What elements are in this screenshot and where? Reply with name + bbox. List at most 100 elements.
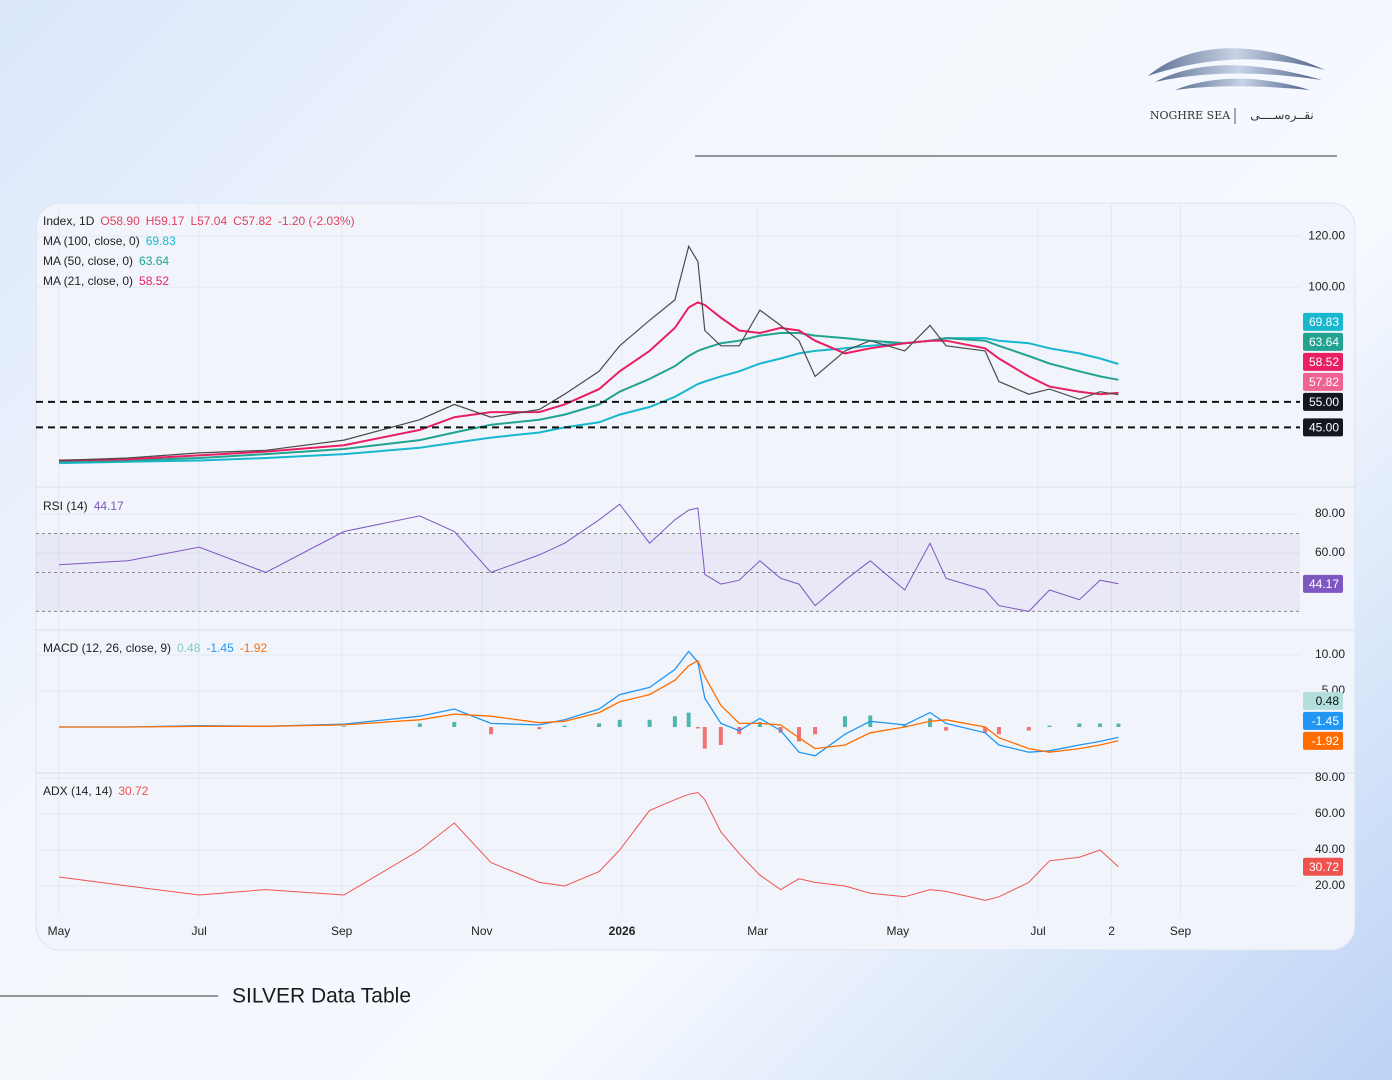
brand-name-fa: نقــره‌ســــی	[1250, 108, 1313, 122]
x-tick-label: 2	[1108, 924, 1115, 938]
value-marker-label: -1.92	[1312, 734, 1340, 748]
histogram-bar	[537, 727, 542, 730]
y-tick-label: 60.00	[1315, 545, 1345, 559]
legend-text: L57.04	[190, 214, 227, 228]
histogram-bar	[757, 721, 762, 728]
histogram-bar	[1098, 723, 1103, 728]
legend: MA (50, close, 0) 63.64	[43, 254, 169, 268]
value-marker-label: 57.82	[1309, 375, 1339, 389]
histogram-bar	[562, 725, 567, 728]
x-tick-label: Nov	[471, 924, 492, 938]
y-tick-label: 120.00	[1308, 228, 1345, 242]
value-marker-label: 69.83	[1309, 315, 1339, 329]
y-tick-label: 10.00	[1315, 647, 1345, 661]
chart-card	[35, 202, 1356, 951]
legend-text: ADX (14, 14)	[43, 784, 112, 798]
histogram-bar	[417, 723, 422, 728]
x-tick-label: Sep	[331, 924, 353, 938]
value-marker-label: 55.00	[1309, 395, 1339, 409]
y-tick-label: 80.00	[1315, 506, 1345, 520]
histogram-bar	[597, 723, 602, 728]
value-marker-label: -1.45	[1312, 714, 1340, 728]
line	[58, 503, 1119, 612]
x-tick-label: May	[886, 924, 909, 938]
x-tick-label: May	[48, 924, 71, 938]
logo: NOGHRE SEA نقــره‌ســــی	[1148, 48, 1325, 124]
value-marker	[1303, 731, 1343, 750]
histogram-bar	[902, 724, 907, 728]
value-marker-label: 63.64	[1309, 335, 1339, 349]
value-marker	[1303, 372, 1343, 391]
legend-text: 69.83	[146, 234, 176, 248]
brand-name: NOGHRE SEA	[1150, 109, 1231, 122]
legend-text: Index, 1D	[43, 214, 95, 228]
histogram-bar	[718, 727, 723, 746]
histogram-bar	[927, 718, 932, 728]
x-tick-label: 2026	[609, 924, 636, 938]
value-marker	[1303, 711, 1343, 730]
x-tick-label: Jul	[1030, 924, 1045, 938]
line	[58, 301, 1119, 462]
y-tick-label: 20.00	[1315, 878, 1345, 892]
legend-text: MACD (12, 26, close, 9)	[43, 641, 171, 655]
legend-text: H59.17	[146, 214, 185, 228]
legend: MACD (12, 26, close, 9) 0.48 -1.45 -1.92	[43, 641, 267, 655]
value-marker-label: 58.52	[1309, 355, 1339, 369]
value-marker	[1303, 857, 1343, 876]
histogram-bar	[702, 727, 707, 749]
value-marker	[1303, 332, 1343, 351]
histogram-bar	[647, 719, 652, 728]
value-marker-label: 0.48	[1316, 694, 1340, 708]
legend-text: 30.72	[118, 784, 148, 798]
histogram-bar	[452, 721, 457, 728]
value-marker	[1303, 392, 1343, 411]
x-tick-label: Mar	[747, 924, 768, 938]
legend: ADX (14, 14) 30.72	[43, 784, 149, 798]
value-marker	[1303, 352, 1343, 371]
legend-text: 0.48	[177, 641, 201, 655]
y-tick-label: 40.00	[1315, 842, 1345, 856]
y-tick-label: 100.00	[1308, 279, 1345, 293]
x-tick-label: Sep	[1170, 924, 1192, 938]
value-marker	[1303, 691, 1343, 710]
histogram-bar	[1047, 725, 1052, 728]
line	[58, 791, 1119, 901]
legend-text: MA (100, close, 0)	[43, 234, 140, 248]
legend-text: C57.82	[233, 214, 272, 228]
line	[58, 332, 1119, 463]
legend-text: -1.45	[206, 641, 234, 655]
x-tick-label: Jul	[191, 924, 206, 938]
legend: Index, 1D O58.90 H59.17 L57.04 C57.82 -1.20 (…	[43, 214, 355, 228]
line	[59, 650, 1119, 757]
legend-text: 63.64	[139, 254, 169, 268]
legend-text: -1.92	[240, 641, 268, 655]
legend-text: -1.20 (-2.03%)	[278, 214, 355, 228]
histogram-bar	[341, 726, 346, 728]
histogram-bar	[686, 712, 691, 728]
legend: MA (100, close, 0) 69.83	[43, 234, 176, 248]
chart: May Jul Sep Nov 2026 Mar May Jul 2 Sep 100.00 120.0…	[36, 205, 1355, 938]
line	[58, 337, 1119, 465]
value-marker	[1303, 574, 1343, 593]
histogram-bar	[1116, 723, 1121, 728]
legend-text: RSI (14)	[43, 499, 88, 513]
histogram-bar	[617, 719, 622, 728]
value-marker-label: 45.00	[1309, 421, 1339, 435]
line	[59, 659, 1119, 753]
histogram-bar	[944, 727, 949, 731]
footer-title: SILVER Data Table	[232, 985, 411, 1008]
histogram-bar	[796, 727, 801, 742]
y-tick-label: 80.00	[1315, 770, 1345, 784]
histogram-bar	[813, 727, 818, 735]
histogram-bar	[842, 716, 847, 728]
histogram-bar	[996, 727, 1001, 735]
legend: RSI (14) 44.17	[43, 499, 124, 513]
value-marker	[1303, 312, 1343, 331]
legend-text: 58.52	[139, 274, 169, 288]
histogram-bar	[672, 716, 677, 728]
line	[58, 244, 1119, 462]
value-marker	[1303, 418, 1343, 437]
y-tick-label: 60.00	[1315, 806, 1345, 820]
value-marker-label: 30.72	[1309, 860, 1339, 874]
